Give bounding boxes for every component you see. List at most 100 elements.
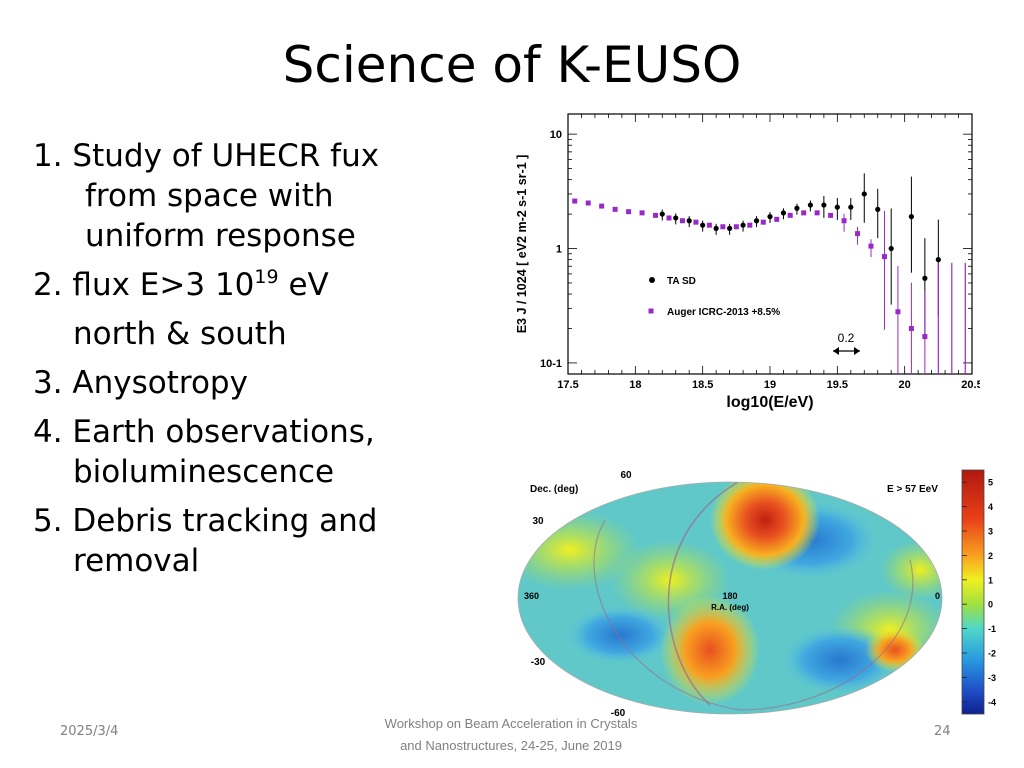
auger-data-point (666, 215, 672, 221)
ra-tick-label: 0 (935, 591, 940, 601)
auger-data-point (639, 210, 645, 216)
bullet-1-line-3: uniform response (85, 218, 356, 254)
sky-map: Dec. (deg) E > 57 EeV R.A. (deg) 360 180 0… (517, 469, 996, 719)
plot-frame (567, 113, 973, 375)
dec-tick-label: 30 (532, 516, 544, 527)
colorbar-ticks: 5 4 3 2 1 0 -1 -2 -3 -4 (962, 478, 996, 707)
sky-map-outline (517, 481, 943, 715)
colorbar-tick-label: -3 (988, 673, 996, 683)
auger-data-point (706, 222, 712, 228)
x-tick-label: 20 (899, 379, 911, 391)
bullet-5-line-2: removal (73, 543, 200, 579)
y-tick-labels: 10 1 10-1 (540, 129, 562, 370)
auger-data-point (801, 210, 807, 216)
legend-label-ta-sd: TA SD (667, 276, 696, 287)
ta-sd-data-point (753, 218, 760, 224)
legend-label-auger: Auger ICRC-2013 +8.5% (667, 307, 780, 318)
slide-title: Science of K-EUSO (282, 36, 742, 94)
colorbar-tick-label: -1 (988, 624, 996, 634)
legend-marker-auger (648, 308, 654, 314)
ta-sd-data-point (834, 204, 840, 210)
annotation-label: 0.2 (838, 331, 855, 345)
bullet-2: 2. flux E>3 1019 eV (33, 265, 433, 305)
x-tick-labels: 17.5 18 18.5 19 19.5 20 20.5 (557, 379, 980, 391)
ta-sd-data-point (713, 225, 719, 231)
x-tick-label: 17.5 (557, 379, 578, 391)
x-tick-label: 20.5 (961, 379, 980, 391)
bullet-4-line-2: bioluminescence (73, 454, 335, 490)
annotation-arrow-head-right (854, 347, 860, 355)
bullet-5: 5. Debris tracking and (33, 503, 378, 539)
auger-data-point (679, 218, 685, 224)
bullet-1: 1. Study of UHECR fux (33, 136, 433, 176)
dec-tick-label: 60 (620, 470, 632, 481)
legend-marker-ta-sd (649, 277, 655, 283)
ta-sd-data-point (780, 210, 787, 216)
x-tick-label: 18.5 (692, 379, 713, 391)
ta-sd-data-point (794, 205, 800, 211)
ra-axis-label: R.A. (deg) (711, 603, 749, 612)
bullet-2-text: 2. flux E>3 10 (33, 267, 255, 303)
x-tick-label: 19 (764, 379, 776, 391)
y-tick-label: 10-1 (540, 358, 562, 370)
auger-data-point (747, 222, 753, 228)
auger-data-point (922, 334, 928, 340)
ta-sd-data-point (659, 211, 665, 217)
ta-sd-data-point (740, 222, 746, 228)
auger-data-point (908, 325, 914, 331)
x-tick-label: 19.5 (827, 379, 848, 391)
dec-tick-label: -60 (611, 708, 626, 719)
bullet-3: 3. Anysotropy (33, 365, 248, 401)
auger-data-point (585, 200, 591, 206)
colorbar-tick-label: 3 (988, 527, 993, 537)
energy-spectrum-chart: 17.5 18 18.5 19 19.5 20 20.5 10 1 10-1 log10(E/e… (515, 113, 980, 411)
footer-date: 2025/3/4 (60, 724, 119, 739)
colorbar (961, 469, 985, 715)
colorbar-tick-label: 5 (988, 478, 993, 488)
auger-data-point (774, 216, 780, 222)
auger-data-point (855, 231, 861, 237)
auger-data-point (572, 198, 578, 204)
ta-sd-data-point (673, 215, 679, 221)
auger-data-point (612, 206, 618, 212)
y-axis-label: E3 J / 1024 [ eV2 m-2 s-1 sr-1 ] (515, 155, 529, 334)
annotation-arrow-head-left (833, 347, 839, 355)
footer-event-line-1: Workshop on Beam Acceleration in Crystal… (384, 716, 638, 731)
auger-data-point (760, 219, 766, 225)
colorbar-tick-label: 2 (988, 551, 993, 561)
ta-sd-data-point (807, 202, 813, 208)
ta-sd-data-point (727, 225, 733, 231)
auger-data-point (693, 219, 699, 225)
auger-data-point (733, 224, 739, 230)
bullet-1-line-2: from space with (85, 178, 334, 214)
colorbar-tick-label: 4 (988, 502, 993, 512)
energy-cut-label: E > 57 EeV (887, 484, 938, 495)
ta-sd-data-point (767, 214, 773, 220)
tick-marks (567, 114, 973, 374)
ta-sd-data-point (848, 204, 854, 210)
auger-data-point (814, 210, 820, 216)
auger-data-point (868, 243, 874, 249)
ta-sd-data-point (700, 222, 706, 228)
bullet-4: 4. Earth observations, (33, 414, 375, 450)
footer-event: Workshop on Beam Acceleration in Crystal… (345, 713, 677, 757)
ta-sd-data-point (888, 245, 894, 252)
auger-data-point (599, 203, 605, 209)
ta-sd-data-point (922, 275, 928, 281)
sky-map-surface (518, 482, 942, 714)
data-series (572, 173, 966, 374)
sky-map-tick-labels: 360 180 0 60 30 -30 -60 (524, 470, 940, 719)
auger-data-point (881, 254, 887, 260)
ta-sd-data-point (935, 257, 941, 263)
ra-tick-label: 180 (722, 591, 737, 601)
ra-tick-label: 360 (524, 591, 539, 601)
ta-sd-data-point (861, 191, 867, 197)
colorbar-tick-label: 1 (988, 575, 993, 585)
dec-axis-label: Dec. (deg) (530, 484, 578, 495)
footer-event-line-2: and Nanostructures, 24-25, June 2019 (400, 738, 622, 753)
bullet-2-line-2: north & south (73, 316, 287, 352)
bullet-2-unit: eV (288, 267, 329, 303)
y-tick-label: 10 (550, 129, 562, 141)
auger-data-point (720, 224, 726, 230)
bullet-list: 1. Study of UHECR fux from space with un… (33, 136, 433, 581)
